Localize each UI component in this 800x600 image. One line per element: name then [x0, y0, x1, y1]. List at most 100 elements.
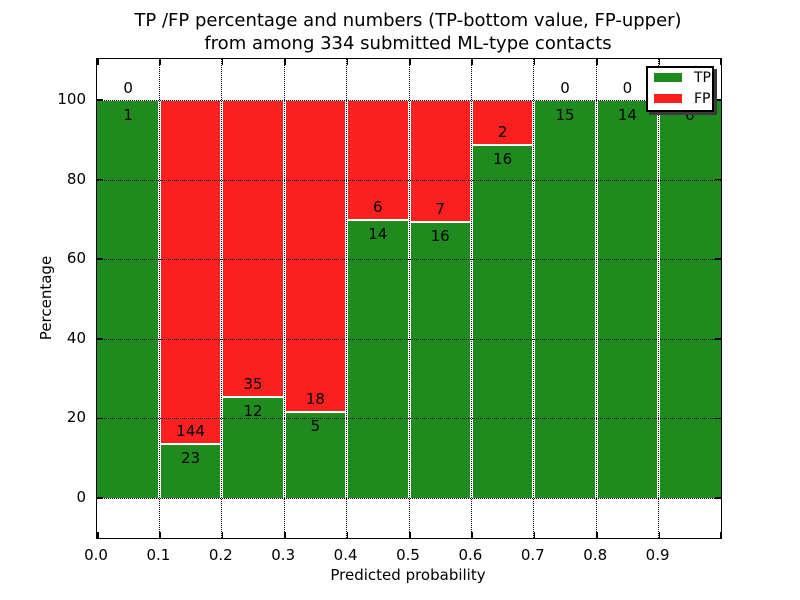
tp-count-label: 14 [617, 106, 637, 124]
fp-legend-swatch [654, 94, 682, 103]
tp-bar-segment [97, 100, 160, 498]
x-tick-mark [346, 59, 349, 65]
x-tick-mark [97, 532, 99, 538]
x-tick-mark [596, 59, 598, 65]
v-gridline [407, 59, 411, 538]
x-tick-mark [221, 532, 224, 538]
y-tick-mark [97, 497, 103, 499]
tp-count-label: 16 [493, 150, 513, 169]
fp-bar-segment [284, 100, 347, 412]
fp-bar-segment [346, 100, 409, 220]
x-tick-mark [97, 59, 99, 65]
fp-bar-segment [159, 100, 222, 444]
x-tick-label: 0.5 [396, 546, 420, 564]
tp-bar-segment [658, 100, 721, 498]
chart-title: TP /FP percentage and numbers (TP-bottom… [96, 9, 720, 55]
fp-count-label: 6 [373, 198, 383, 217]
v-gridline [469, 59, 473, 538]
tp-count-label: 5 [310, 417, 321, 436]
v-gridline [157, 59, 161, 538]
x-tick-label: 0.6 [458, 546, 483, 564]
y-tick-mark [97, 338, 103, 340]
tp-bar-segment [533, 100, 597, 498]
tp-count-label: 6 [685, 106, 695, 124]
x-tick-mark [409, 532, 411, 538]
y-tick-mark [97, 417, 103, 420]
tp-bar-segment [409, 221, 472, 498]
x-tick-mark [596, 532, 598, 538]
x-tick-mark [658, 59, 661, 65]
chart-title-line1: TP /FP percentage and numbers (TP-bottom… [134, 10, 682, 31]
tp-legend-swatch [654, 73, 682, 82]
x-tick-mark [658, 532, 661, 538]
tp-legend-label: TP [694, 70, 711, 86]
h-gridline [97, 259, 721, 261]
legend: TP FP [646, 66, 714, 112]
y-tick-mark [715, 497, 721, 499]
fp-legend-label: FP [694, 91, 711, 107]
tp-bar-segment [346, 219, 409, 498]
v-gridline [532, 59, 536, 538]
tp-bar-segment [221, 396, 285, 498]
x-tick-label: 0.3 [271, 546, 296, 564]
h-gridline [97, 338, 721, 340]
tp-count-label: 15 [555, 106, 575, 124]
x-tick-mark [409, 59, 411, 65]
x-tick-mark [159, 59, 161, 65]
h-gridline [97, 498, 721, 499]
y-tick-label: 60 [66, 249, 86, 268]
fp-count-label: 144 [176, 422, 205, 441]
fp-count-label: 0 [123, 79, 133, 97]
y-tick-mark [715, 338, 721, 340]
x-tick-mark [284, 59, 286, 65]
fp-bar-segment [221, 100, 285, 397]
v-gridline [345, 59, 349, 538]
legend-item-fp: FP [654, 91, 711, 107]
x-tick-label: 0.4 [333, 546, 358, 564]
v-gridline [220, 59, 224, 538]
y-tick-mark [97, 178, 103, 181]
x-tick-mark [221, 59, 224, 65]
x-axis-label: Predicted probability [330, 566, 486, 584]
v-gridline [282, 59, 286, 538]
tp-count-label: 12 [243, 402, 263, 421]
chart-title-line2: from among 334 submitted ML-type contact… [204, 33, 612, 54]
tp-bar-segment [284, 411, 347, 498]
x-tick-label: 0.8 [583, 546, 608, 564]
h-gridline [97, 179, 721, 181]
y-tick-mark [715, 417, 721, 420]
x-tick-label: 0.1 [146, 546, 171, 564]
legend-item-tp: TP [654, 70, 711, 86]
y-tick-mark [715, 99, 721, 101]
x-tick-mark [533, 59, 536, 65]
tp-bar-segment [471, 144, 534, 498]
fp-count-label: 0 [560, 79, 570, 97]
x-tick-label: 0.7 [520, 546, 545, 564]
fp-count-label: 2 [497, 123, 508, 142]
y-tick-mark [715, 258, 721, 260]
h-gridline [97, 100, 721, 101]
x-tick-mark [719, 59, 721, 65]
tp-bar-segment [596, 100, 659, 498]
y-tick-label: 40 [66, 328, 86, 347]
y-tick-label: 20 [66, 408, 86, 427]
y-tick-mark [715, 178, 721, 181]
y-tick-mark [97, 258, 103, 260]
y-tick-label: 100 [57, 90, 86, 108]
fp-bar-segment [471, 100, 534, 145]
tp-count-label: 1 [123, 106, 133, 124]
h-gridline [97, 418, 721, 420]
tp-count-label: 14 [368, 225, 388, 244]
y-tick-mark [97, 99, 103, 101]
x-tick-mark [719, 532, 721, 538]
x-tick-label: 0.2 [208, 546, 233, 564]
tp-count-label: 23 [181, 449, 201, 468]
fp-count-label: 0 [622, 79, 633, 97]
x-tick-mark [471, 59, 473, 65]
fp-count-label: 7 [435, 200, 445, 219]
plot-area: 0114423351218561471621601501406 [96, 58, 722, 539]
x-tick-mark [284, 532, 286, 538]
v-gridline [657, 59, 661, 538]
fp-count-label: 35 [243, 375, 263, 394]
